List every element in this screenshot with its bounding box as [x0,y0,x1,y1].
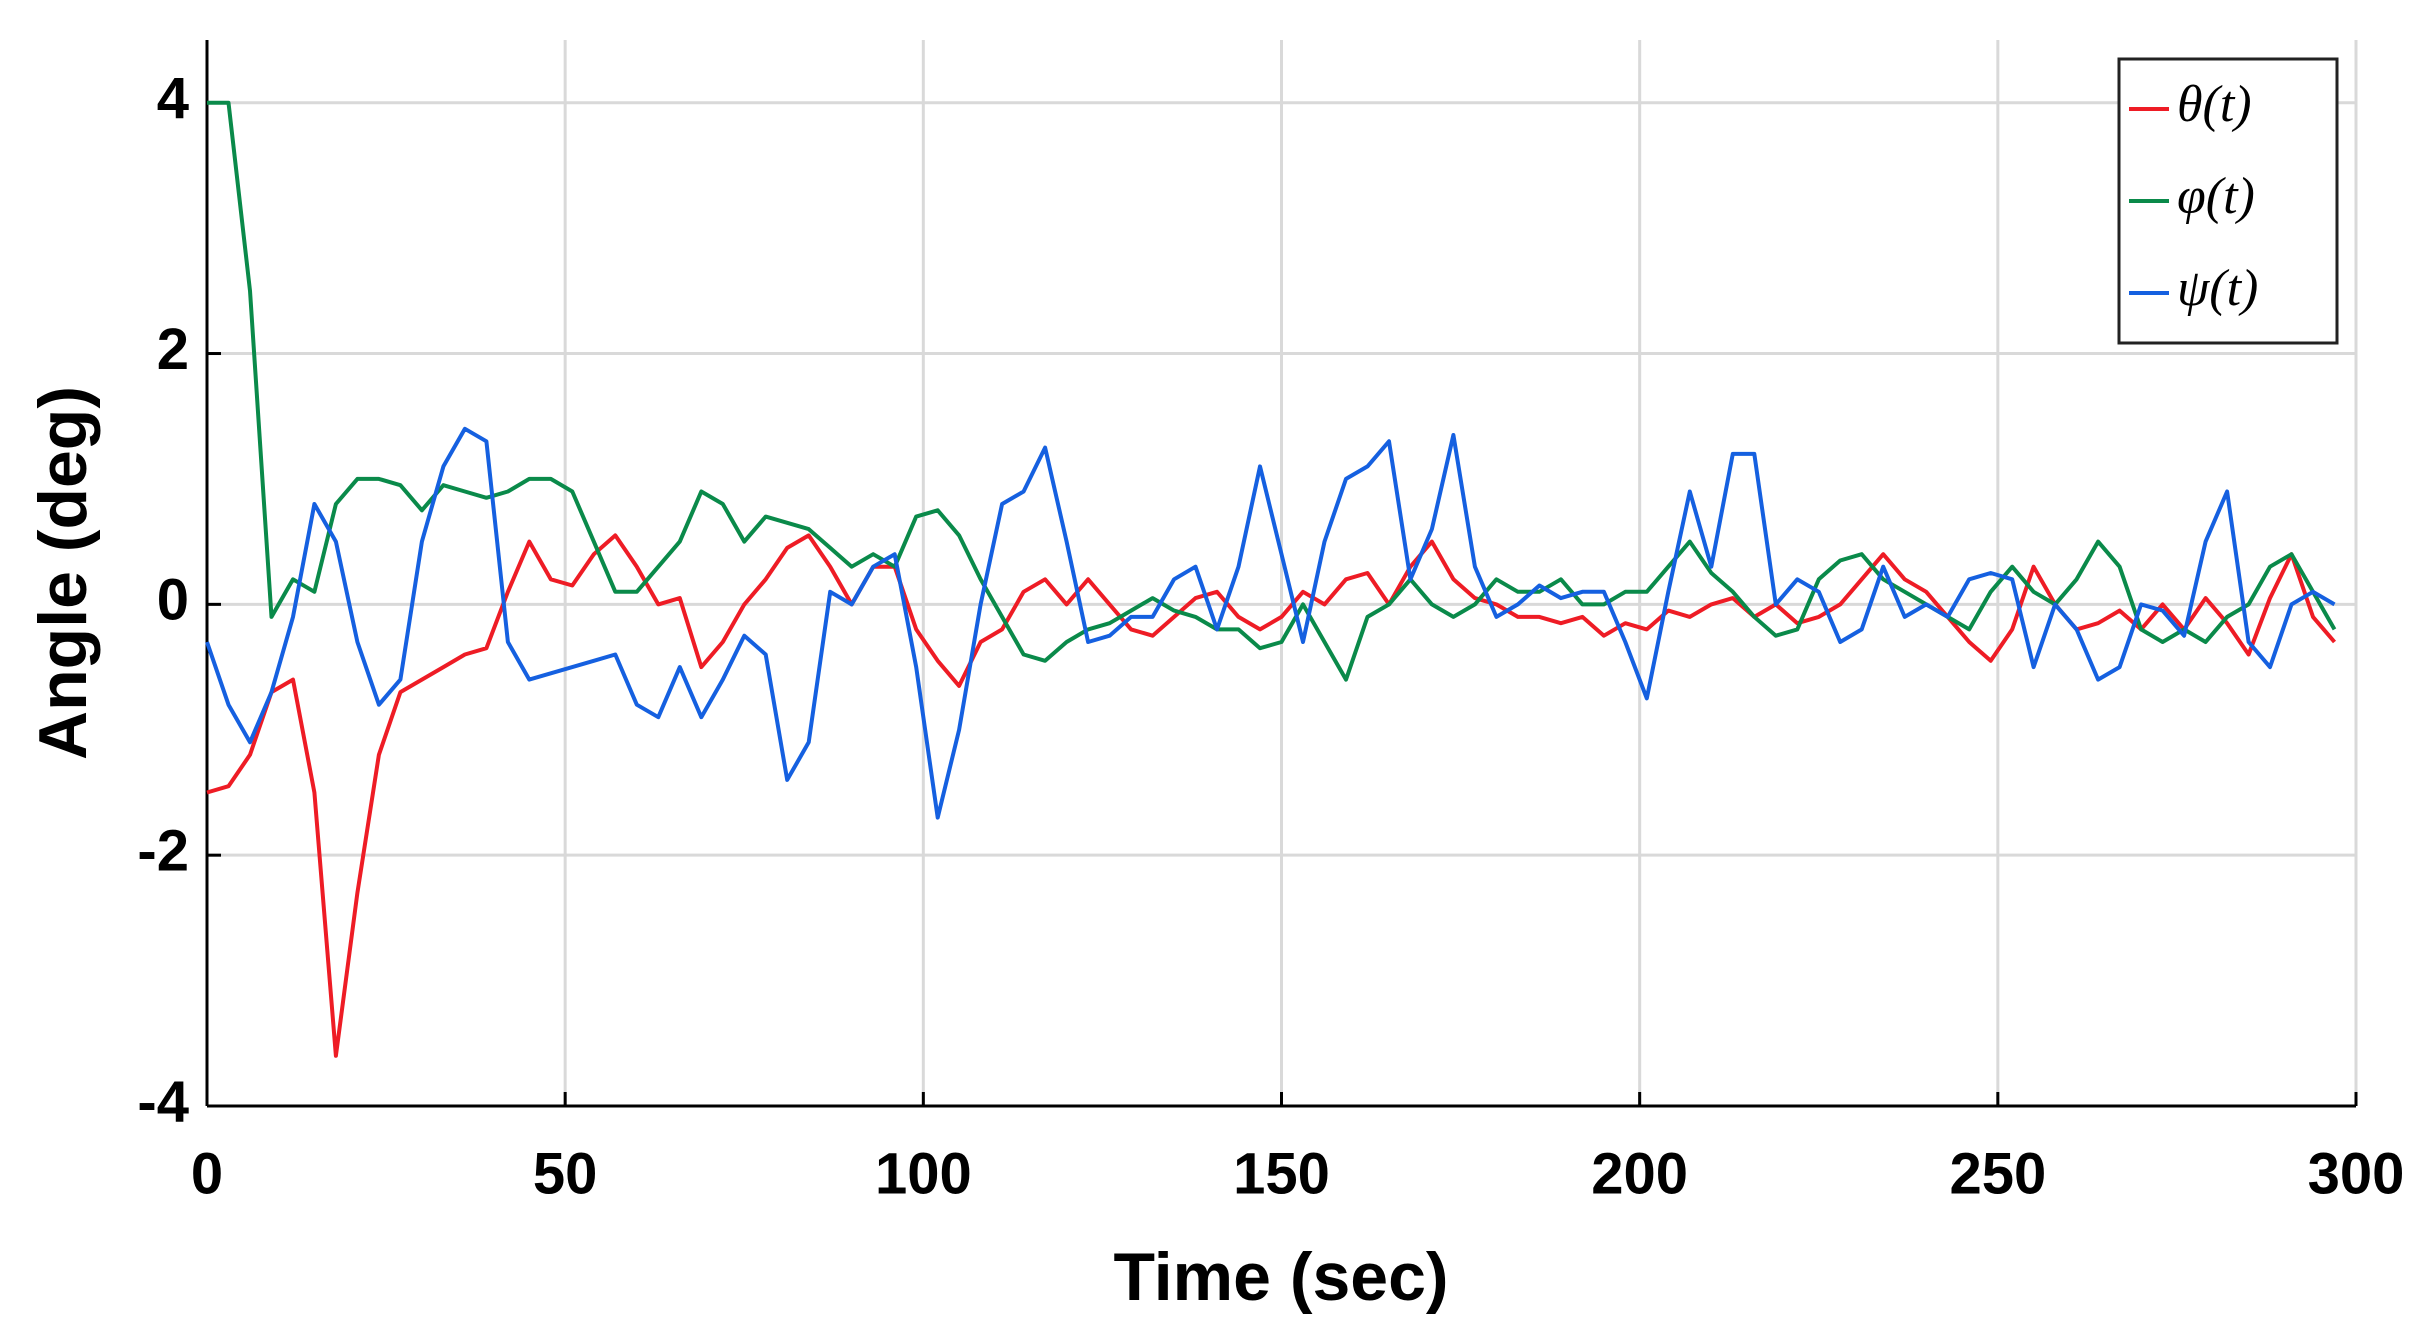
series-line [206,533,2337,1058]
y-tick-label: -2 [137,819,189,884]
x-tick-label: 200 [1591,1141,1688,1206]
y-tick-label: 2 [157,317,189,382]
series-line [205,426,2336,820]
x-axis-label: Time (sec) [1113,1239,1448,1315]
legend-label: ψ(t) [2177,260,2258,317]
y-tick-label: 4 [157,66,189,131]
x-tick-label: 0 [191,1141,223,1206]
y-axis-label: Angle (deg) [25,386,101,760]
y-tick-label: 0 [157,568,189,633]
legend-label: φ(t) [2177,168,2255,225]
series-line [207,100,2337,682]
legend-label: θ(t) [2177,76,2252,133]
x-tick-label: 250 [1949,1141,2046,1206]
x-tick-label: 100 [875,1141,972,1206]
x-tick-label: 300 [2308,1141,2405,1206]
y-tick-label: -4 [137,1069,189,1134]
x-tick-label: 150 [1233,1141,1330,1206]
x-tick-label: 50 [533,1141,598,1206]
